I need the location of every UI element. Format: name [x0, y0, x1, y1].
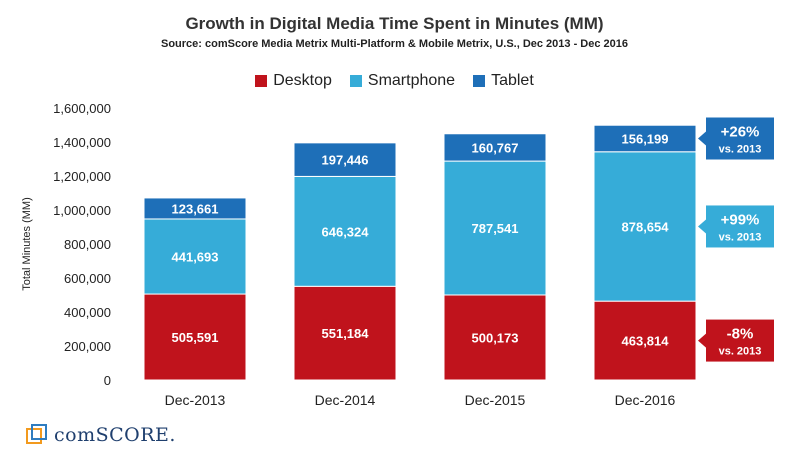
annotation-pointer — [698, 333, 706, 348]
x-tick-label: Dec-2013 — [165, 392, 226, 408]
legend-label-smartphone: Smartphone — [367, 72, 456, 89]
bar-smartphone-dec-2013 — [143, 218, 247, 295]
legend-label-desktop: Desktop — [273, 72, 332, 89]
bar-desktop-dec-2016 — [593, 300, 697, 381]
annotation-value: -8% — [727, 326, 754, 343]
annotation-box-smartphone — [706, 205, 774, 248]
y-tick-label: 1,000,000 — [53, 203, 111, 218]
data-label: 878,654 — [622, 219, 670, 234]
bar-tablet-dec-2016 — [593, 124, 697, 153]
legend-swatch-smartphone — [349, 75, 362, 87]
bar-smartphone-dec-2014 — [293, 175, 397, 287]
comscore-logo-icon — [26, 424, 47, 444]
legend-item-desktop: Desktop — [255, 72, 332, 90]
y-tick-label: 200,000 — [64, 339, 111, 354]
annotation-note: vs. 2013 — [719, 346, 762, 358]
y-axis-title: Total Minutes (MM) — [21, 197, 33, 291]
annotation-value: +99% — [721, 211, 760, 228]
data-label: 500,173 — [472, 330, 519, 345]
annotation-pointer — [698, 131, 706, 146]
legend-item-smartphone: Smartphone — [349, 72, 456, 90]
data-label: 551,184 — [322, 326, 370, 341]
y-tick-label: 600,000 — [64, 271, 111, 286]
y-tick-label: 800,000 — [64, 237, 111, 252]
bar-tablet-dec-2014 — [293, 142, 397, 177]
x-tick-label: Dec-2015 — [465, 392, 526, 408]
legend-label-tablet: Tablet — [491, 72, 534, 89]
chart-subtitle: Source: comScore Media Metrix Multi-Plat… — [160, 38, 629, 50]
y-tick-label: 1,200,000 — [53, 169, 111, 184]
chart-legend: Desktop Smartphone Tablet — [0, 72, 789, 90]
data-label: 463,814 — [622, 334, 670, 349]
bar-tablet-dec-2013 — [143, 197, 247, 220]
y-tick-label: 400,000 — [64, 305, 111, 320]
data-label: 123,661 — [172, 201, 219, 216]
annotation-box-tablet — [706, 117, 774, 160]
data-label: 156,199 — [622, 132, 669, 147]
annotation-note: vs. 2013 — [719, 231, 762, 243]
legend-item-tablet: Tablet — [473, 72, 534, 90]
data-label: 787,541 — [472, 221, 519, 236]
y-tick-label: 1,600,000 — [53, 101, 111, 116]
data-label: 197,446 — [322, 153, 369, 168]
bar-smartphone-dec-2016 — [593, 151, 697, 302]
annotation-pointer — [698, 219, 706, 234]
bar-tablet-dec-2015 — [443, 133, 547, 162]
bar-smartphone-dec-2015 — [443, 160, 547, 296]
annotation-value: +26% — [721, 124, 760, 141]
annotation-note: vs. 2013 — [719, 144, 762, 156]
legend-swatch-tablet — [473, 75, 486, 87]
bar-desktop-dec-2013 — [143, 293, 247, 381]
legend-swatch-desktop — [255, 75, 268, 87]
y-tick-label: 1,400,000 — [53, 135, 111, 150]
data-label: 441,693 — [172, 250, 219, 265]
x-tick-label: Dec-2016 — [615, 392, 676, 408]
x-tick-label: Dec-2014 — [315, 392, 376, 408]
comscore-logo-text: comSCORE. — [54, 424, 176, 446]
data-label: 646,324 — [322, 224, 370, 239]
comscore-logo: comSCORE. — [26, 424, 176, 446]
bar-desktop-dec-2015 — [443, 294, 547, 381]
data-label: 505,591 — [172, 330, 219, 345]
chart-title: Growth in Digital Media Time Spent in Mi… — [185, 14, 604, 33]
annotation-box-desktop — [706, 319, 774, 362]
data-label: 160,767 — [472, 140, 519, 155]
y-tick-label: 0 — [104, 373, 111, 388]
